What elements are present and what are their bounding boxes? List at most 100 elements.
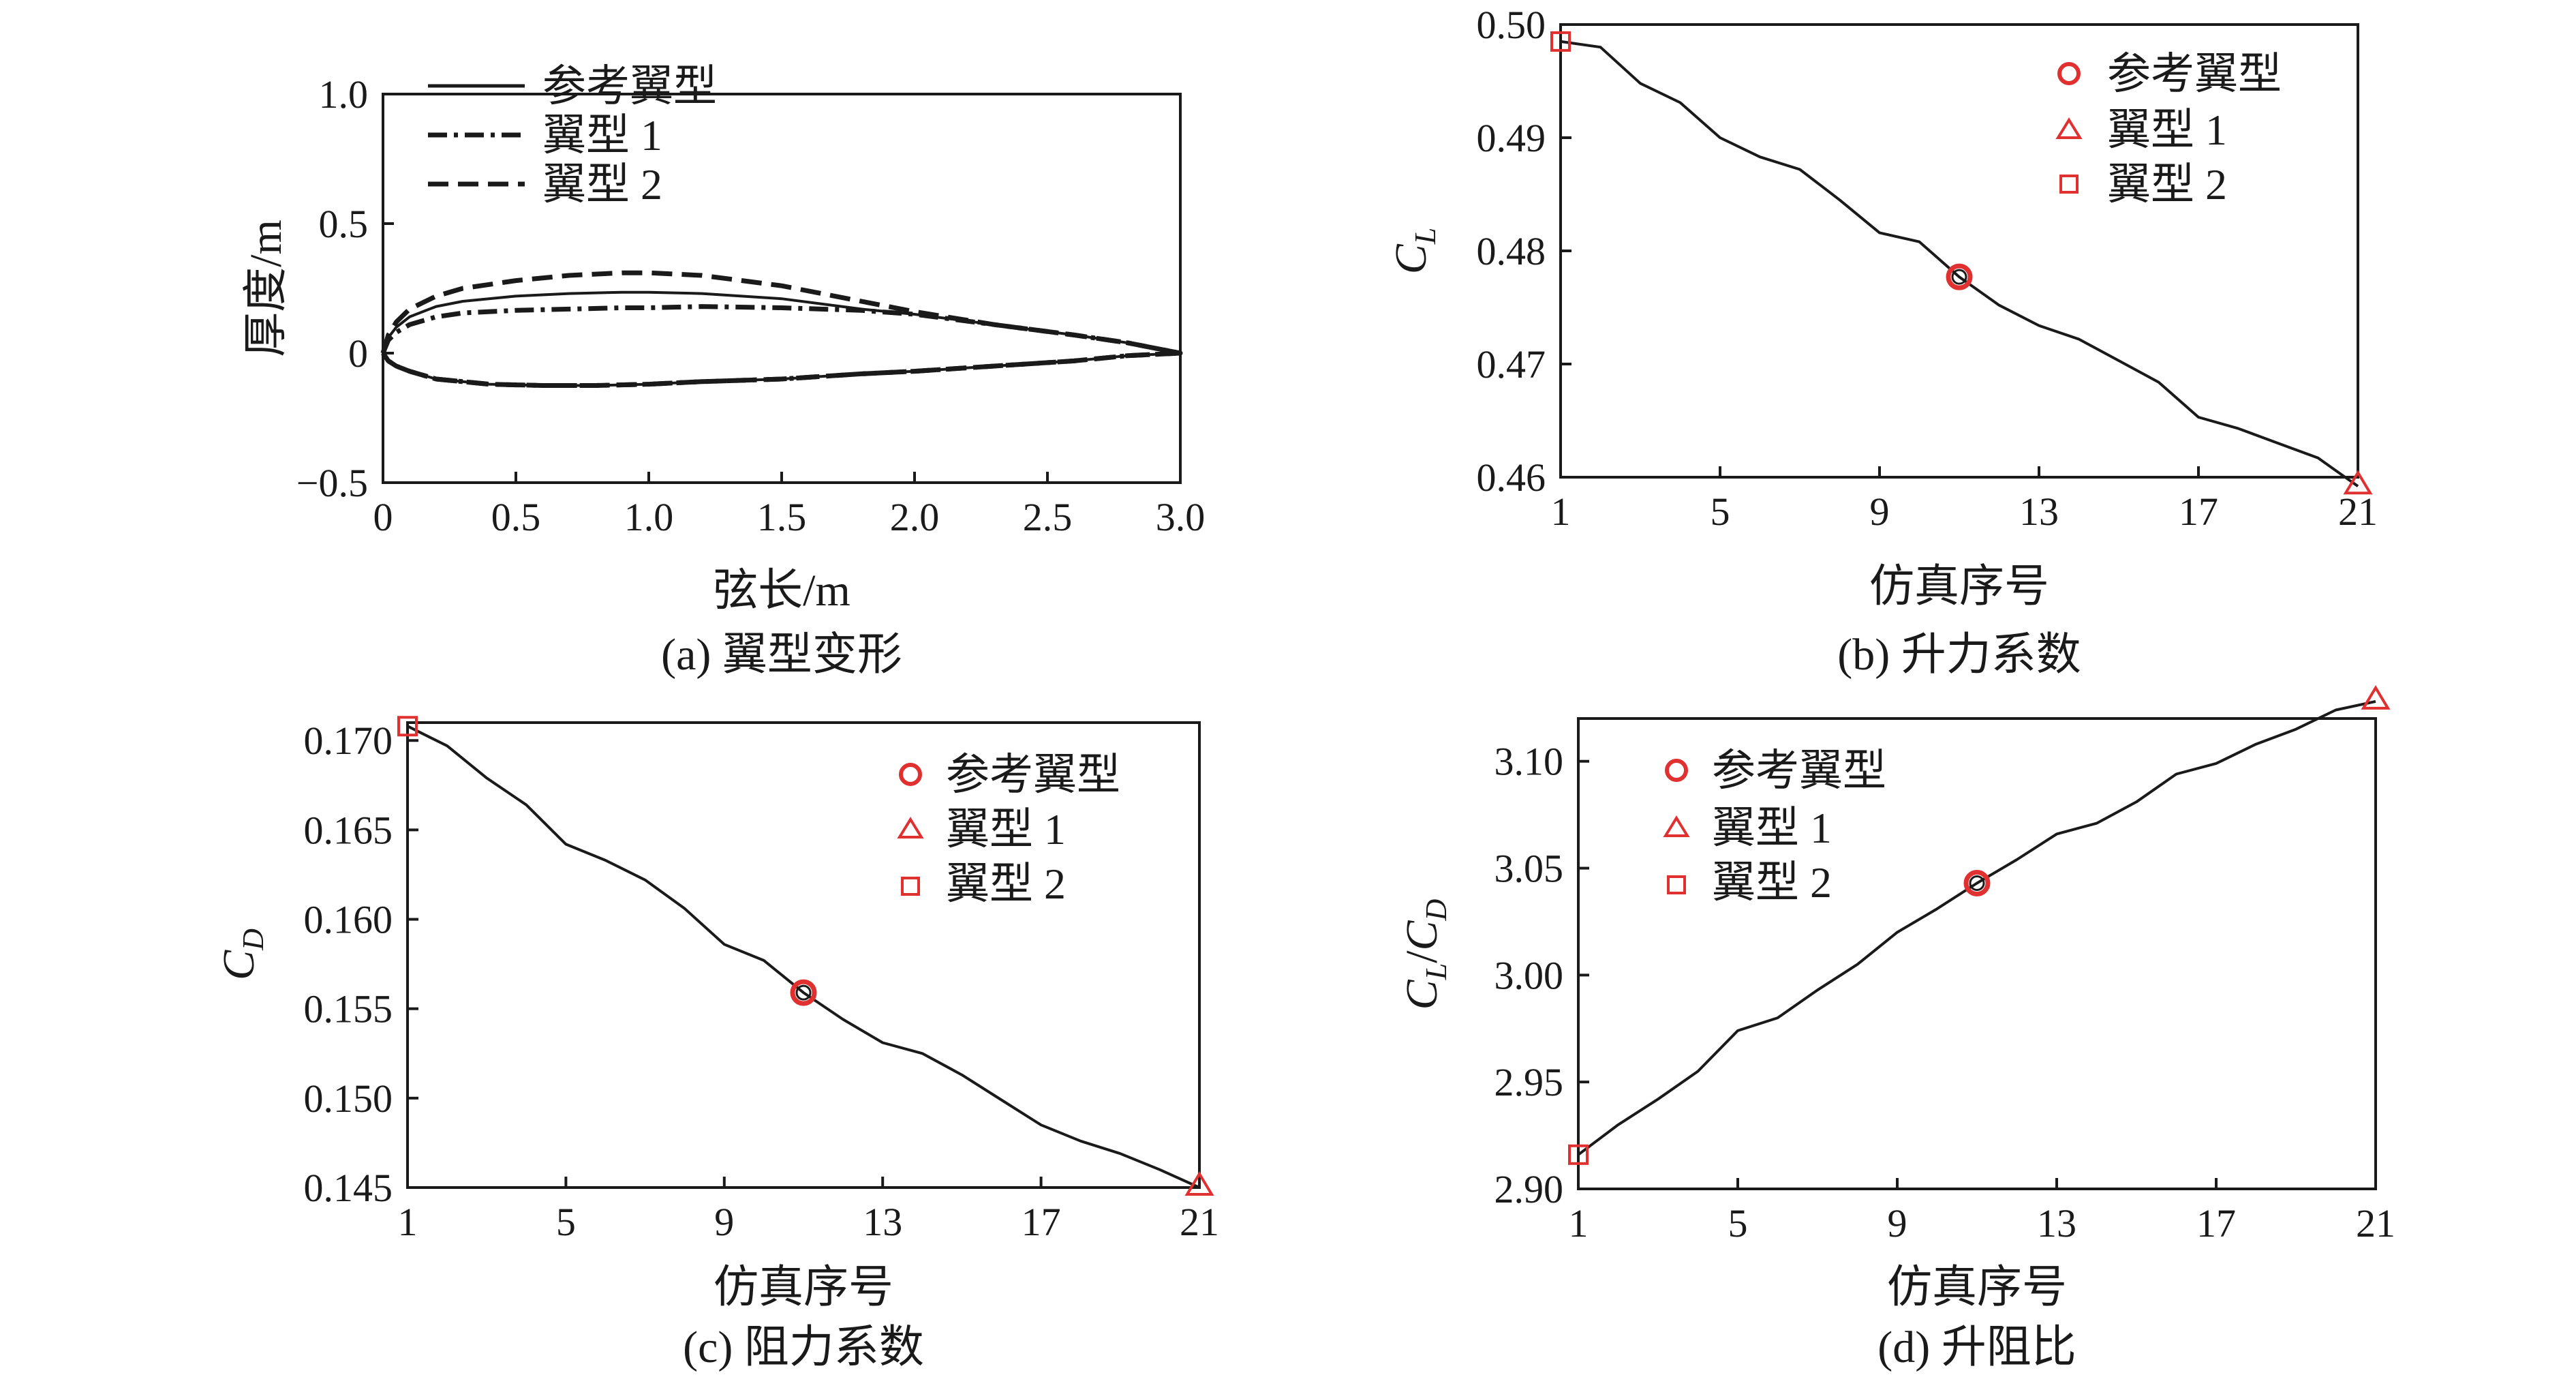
- marker-airfoil-2: [397, 716, 418, 737]
- panel-c-y-axis-label: CD: [214, 928, 270, 980]
- legend-label-airfoil-1: 翼型 1: [2107, 106, 2227, 154]
- airfoil-curve-dashdot: [380, 304, 1183, 388]
- panel-a-axes-frame: [382, 93, 1182, 484]
- svg-text:CL/CD: CL/CD: [1397, 898, 1453, 1010]
- panel-d-axes-frame: [1577, 717, 2377, 1190]
- panel-a-series: [380, 270, 1183, 388]
- panel-a-ticks: 0 0.5 1.0 1.5 2.0 2.5 3.0−0.500.51.0: [296, 72, 1205, 539]
- x-tick-label: 9: [714, 1200, 734, 1244]
- x-tick-label: 1: [1569, 1201, 1589, 1245]
- ylabel-sub: L: [1409, 228, 1442, 245]
- marker-reference-inner: [795, 984, 812, 1001]
- x-tick-label: 21: [2338, 489, 2378, 534]
- marker-airfoil-1: [2361, 685, 2391, 710]
- ylabel-main: C: [214, 950, 264, 980]
- x-tick-label: 13: [2019, 489, 2059, 534]
- panel-d-caption: (d) 升阻比: [1877, 1323, 2076, 1372]
- x-tick-label: 0.5: [491, 495, 541, 539]
- panel-c-caption: (c) 阻力系数: [683, 1323, 924, 1372]
- x-tick-label: 13: [2037, 1201, 2076, 1245]
- panel-c-ticks: 1 5 9 13 17 21 0.145 0.150 0.155 0.160 0.165 0.170: [304, 719, 1220, 1244]
- legend-marker-square: [1667, 875, 1686, 894]
- panel-d-lift-drag-ratio: 1 5 9 13 17 21 2.90 2.95 3.00 3.05 3.10 参考翼型 翼型 1 …: [1397, 685, 2396, 1372]
- x-tick-label: 3.0: [1156, 495, 1206, 539]
- y-tick-label: 0.46: [1477, 455, 1546, 500]
- panel-a-legend: 参考翼型 翼型 1 翼型 2: [428, 62, 717, 209]
- legend-marker-square: [2059, 175, 2079, 194]
- panel-d-ticks: 1 5 9 13 17 21 2.90 2.95 3.00 3.05 3.10: [1494, 740, 2396, 1245]
- panel-b-legend: 参考翼型 翼型 1 翼型 2: [2055, 50, 2282, 209]
- x-tick-label: 2.0: [890, 495, 940, 539]
- y-tick-label: 3.10: [1494, 740, 1564, 784]
- marker-reference-inner: [1951, 269, 1967, 285]
- y-tick-label: 0: [348, 331, 368, 376]
- x-tick-label: 9: [1870, 489, 1890, 534]
- y-tick-label: 0.5: [319, 202, 369, 246]
- panel-b-ticks: 1 5 9 13 17 21 0.46 0.47 0.48 0.49 0.50: [1477, 3, 2378, 534]
- x-tick-label: 17: [2196, 1201, 2236, 1245]
- panel-a-airfoil-deformation: 0 0.5 1.0 1.5 2.0 2.5 3.0−0.500.51.0 参考翼型 翼型 1…: [241, 62, 1205, 680]
- panel-d-x-axis-label: 仿真序号: [1887, 1263, 2067, 1312]
- marker-airfoil-2: [1550, 31, 1571, 52]
- svg-text:CL: CL: [1386, 228, 1442, 275]
- ylabel-separator: /: [1397, 950, 1447, 963]
- legend-label-reference: 参考翼型: [946, 751, 1120, 799]
- x-tick-label: 21: [1180, 1200, 1219, 1244]
- legend-label-airfoil-1: 翼型 1: [1712, 804, 1832, 852]
- legend-marker-circle: [2057, 62, 2081, 85]
- x-tick-label: 0: [373, 495, 393, 539]
- data-line: [1577, 699, 2376, 1156]
- x-tick-label: 1.0: [624, 495, 674, 539]
- x-tick-label: 2.5: [1023, 495, 1073, 539]
- legend-marker-triangle: [1663, 815, 1690, 837]
- x-tick-label: 17: [1022, 1200, 1061, 1244]
- legend-label-airfoil-2: 翼型 2: [542, 160, 662, 209]
- panel-b-y-axis-label: CL: [1386, 228, 1442, 275]
- ylabel-main: C: [1386, 243, 1436, 274]
- x-tick-label: 9: [1888, 1201, 1907, 1245]
- panel-d-series: [1568, 685, 2391, 1165]
- y-tick-label: 0.170: [304, 719, 393, 763]
- panel-c-axes-frame: [406, 721, 1201, 1189]
- panel-d-y-axis-label: CL/CD: [1397, 898, 1453, 1010]
- y-tick-label: 3.00: [1494, 953, 1564, 997]
- x-tick-label: 21: [2356, 1201, 2395, 1245]
- y-tick-label: 2.95: [1494, 1060, 1564, 1104]
- legend-label-airfoil-2: 翼型 2: [1712, 858, 1832, 907]
- legend-marker-triangle: [897, 817, 924, 838]
- y-tick-label: 0.48: [1477, 229, 1546, 273]
- x-tick-label: 1: [398, 1200, 418, 1244]
- y-tick-label: 2.90: [1494, 1167, 1564, 1211]
- marker-reference-airfoil: [1946, 263, 1973, 290]
- marker-reference-inner: [1969, 875, 1985, 891]
- legend-label-airfoil-2: 翼型 2: [946, 860, 1066, 908]
- x-tick-label: 1.5: [757, 495, 807, 539]
- panel-a-x-axis-label: 弦长/m: [713, 566, 850, 616]
- legend-marker-circle: [1665, 759, 1688, 782]
- panel-b-x-axis-label: 仿真序号: [1869, 562, 2049, 611]
- panel-b-lift-coefficient: 1 5 9 13 17 21 0.46 0.47 0.48 0.49 0.50 参考翼型 翼型 1 …: [1386, 3, 2378, 680]
- x-tick-label: 5: [556, 1200, 576, 1244]
- y-tick-label: 0.145: [304, 1166, 393, 1210]
- y-tick-label: 0.155: [304, 987, 393, 1031]
- legend-marker-triangle: [2055, 117, 2083, 139]
- legend-marker-circle: [899, 763, 922, 786]
- panel-a-caption: (a) 翼型变形: [661, 630, 902, 680]
- y-tick-label: 0.150: [304, 1076, 393, 1121]
- airfoil-curve-dashed: [380, 270, 1183, 388]
- marker-airfoil-1: [1184, 1171, 1214, 1196]
- x-tick-label: 17: [2179, 489, 2218, 534]
- legend-label-airfoil-1: 翼型 1: [946, 805, 1066, 853]
- data-line: [1560, 40, 2359, 487]
- panel-b-series: [1550, 31, 2373, 495]
- panel-a-y-axis-label: 厚度/m: [241, 220, 291, 357]
- y-tick-label: 1.0: [319, 72, 369, 117]
- marker-airfoil-2: [1568, 1144, 1589, 1165]
- legend-label-reference: 参考翼型: [1712, 746, 1886, 795]
- panel-c-x-axis-label: 仿真序号: [714, 1263, 893, 1312]
- x-tick-label: 5: [1728, 1201, 1748, 1245]
- y-tick-label: 0.165: [304, 808, 393, 852]
- marker-airfoil-1: [2343, 470, 2373, 495]
- legend-label-airfoil-1: 翼型 1: [542, 111, 662, 160]
